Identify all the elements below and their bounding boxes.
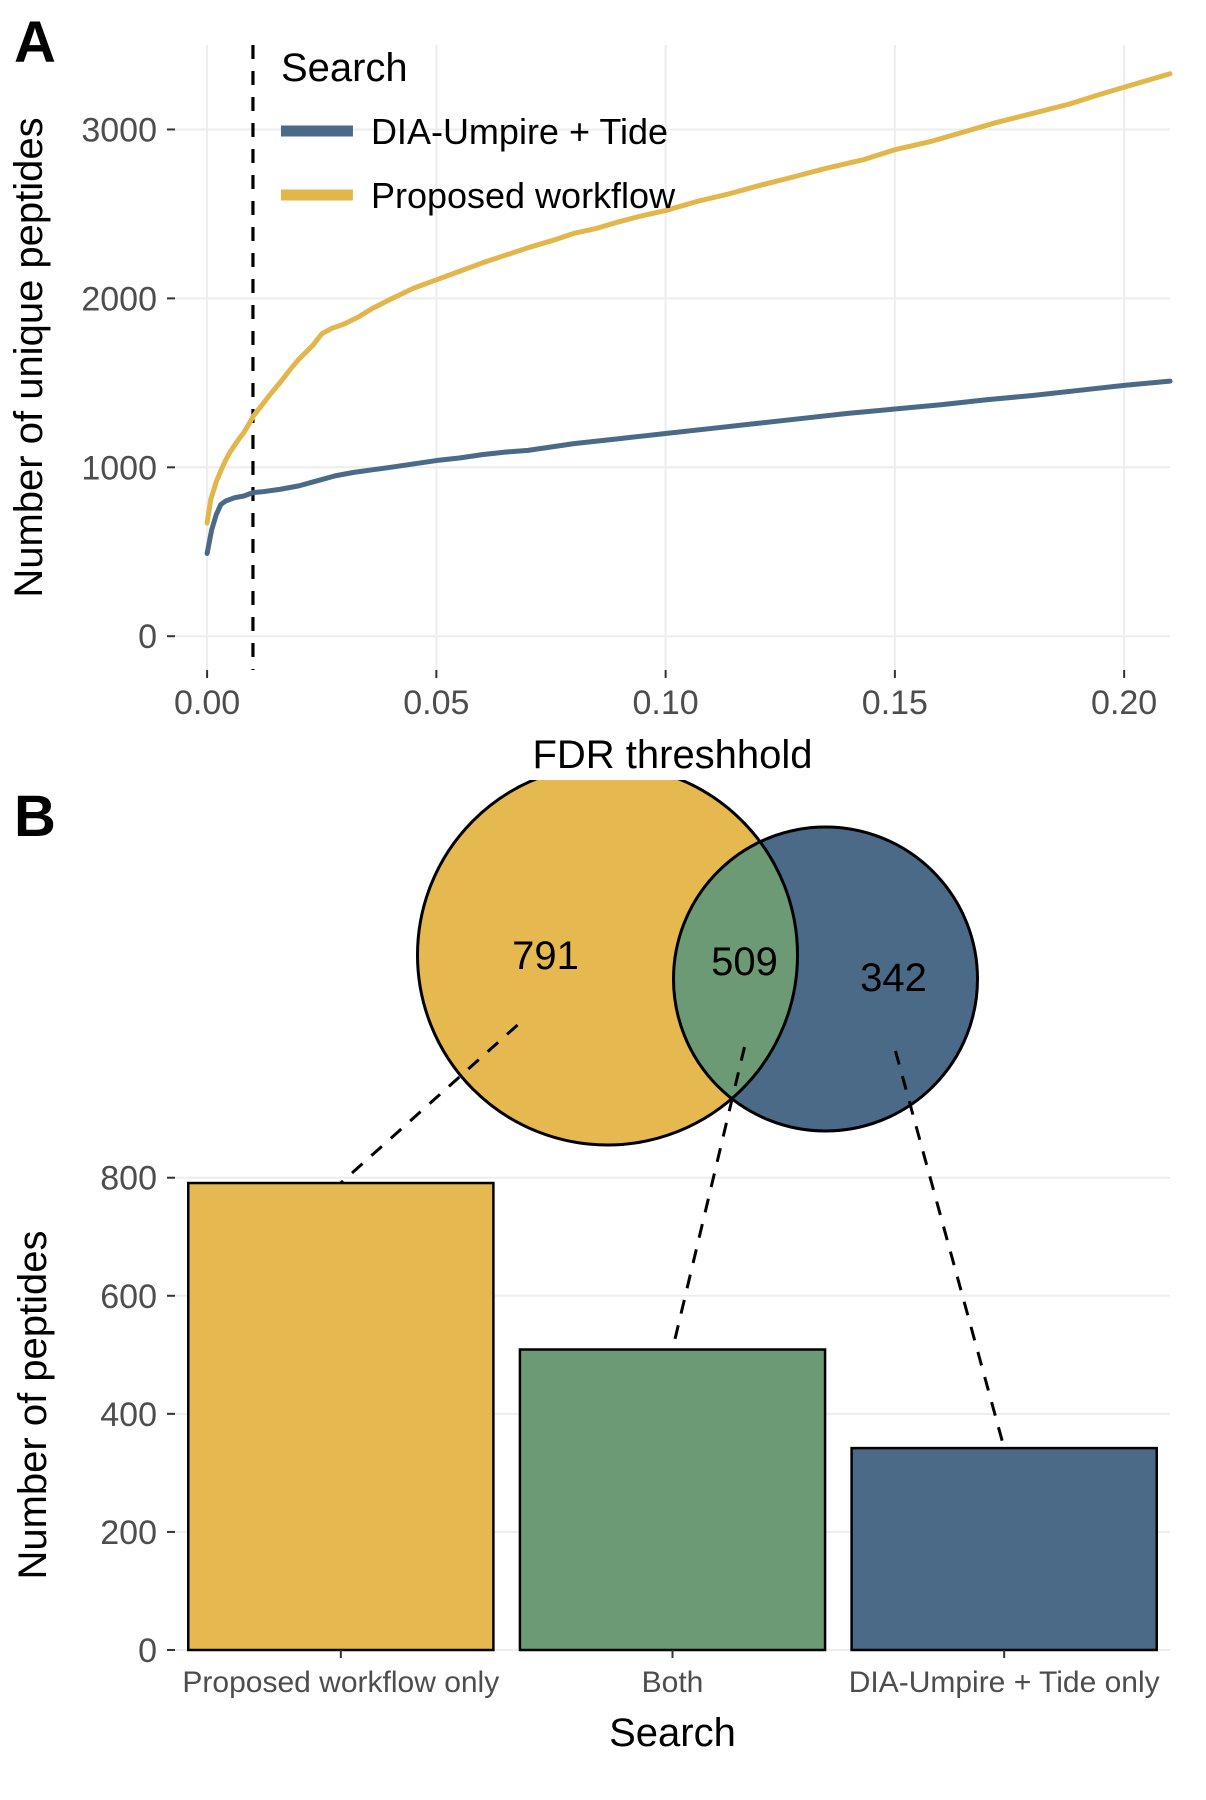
- panel-b-svg: 791 509 342 0 200 400 600 800 Proposed workflow …: [0, 780, 1206, 1800]
- bar: [188, 1183, 493, 1650]
- panel-label-b: B: [14, 784, 56, 849]
- category-label: Both: [642, 1666, 704, 1699]
- bar: [852, 1448, 1157, 1650]
- panel-a-svg: 0.00 0.05 0.10 0.15 0.20 0 1000 2000 3000 FDR thr…: [0, 0, 1206, 780]
- venn-mid-value: 509: [711, 940, 778, 984]
- bar: [520, 1350, 825, 1650]
- y-axis-title: Number of peptides: [11, 1230, 55, 1579]
- venn-left-value: 791: [512, 934, 579, 978]
- legend-item-label: Proposed workflow: [371, 175, 676, 216]
- x-tick-label: 0.00: [174, 684, 240, 722]
- figure-root: 0.000.050.100.150.200100020003000FDR thr…: [0, 0, 1206, 1800]
- y-tick-label: 2000: [81, 280, 157, 318]
- y-tick-label: 200: [100, 1514, 157, 1552]
- x-tick-label: 0.20: [1091, 684, 1157, 722]
- x-tick-label: 0.10: [633, 684, 699, 722]
- y-tick-label: 0: [138, 618, 157, 656]
- x-axis-title: FDR threshhold: [532, 733, 812, 777]
- category-label: DIA-Umpire + Tide only: [849, 1666, 1160, 1699]
- y-tick-label: 800: [100, 1160, 157, 1198]
- venn-right-value: 342: [860, 956, 927, 1000]
- category-label: Proposed workflow only: [182, 1666, 499, 1699]
- x-tick-label: 0.05: [403, 684, 469, 722]
- x-tick-label: 0.15: [862, 684, 928, 722]
- y-tick-label: 600: [100, 1278, 157, 1316]
- legend-title: Search: [281, 46, 408, 90]
- y-tick-label: 1000: [81, 449, 157, 487]
- y-axis-title: Number of unique peptides: [7, 117, 51, 597]
- y-tick-label: 0: [138, 1632, 157, 1670]
- y-tick-label: 400: [100, 1396, 157, 1434]
- x-axis-title: Search: [609, 1711, 736, 1755]
- panel-label-a: A: [14, 10, 56, 75]
- legend-item-label: DIA-Umpire + Tide: [371, 111, 668, 152]
- y-tick-label: 3000: [81, 111, 157, 149]
